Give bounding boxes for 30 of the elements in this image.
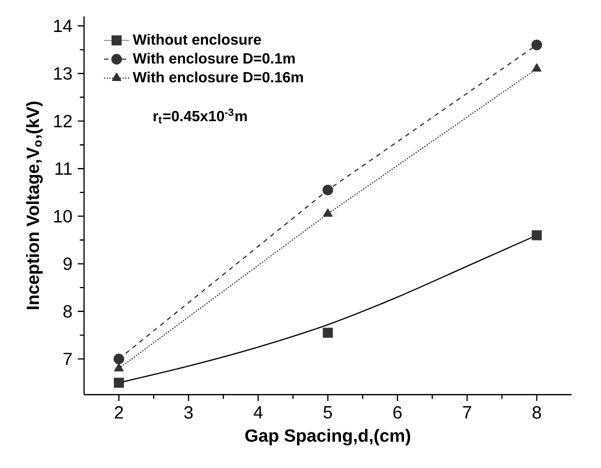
x-tick-label: 6 [393, 406, 402, 419]
y-tick-label: 13 [54, 67, 72, 80]
x-tick-label: 4 [254, 406, 263, 418]
y-tick-label: 9 [64, 257, 72, 270]
point [114, 354, 124, 364]
point [531, 40, 542, 50]
point [322, 328, 333, 338]
annotation: r$_{t}$=0.45x10$^{-3}$m [154, 108, 247, 124]
y-tick-label: 10 [54, 210, 72, 222]
x-tick-label: 7 [463, 406, 472, 418]
point [114, 378, 124, 388]
point [532, 63, 542, 72]
y-axis-title: Inception Voltage,V$_{o}$,(kV) [26, 102, 43, 309]
y-tick-label: 8 [63, 305, 72, 318]
point [114, 363, 124, 372]
point [532, 230, 542, 240]
point [323, 208, 333, 217]
legend-label: Without enclosure [132, 34, 261, 45]
y-tick-label: 11 [55, 162, 72, 175]
y-tick-label: 14 [54, 20, 72, 32]
x-tick-label: 8 [532, 406, 541, 419]
y-tick-label: 12 [54, 114, 72, 128]
legend-label: With enclosure D=0.16m [132, 71, 303, 82]
x-tick-label: 2 [114, 406, 123, 418]
x-axis-title: Gap Spacing,d,(cm) [245, 428, 410, 446]
y-tick-label: 7 [64, 352, 72, 365]
x-tick-label: 3 [184, 406, 193, 419]
legend-label: With enclosure D=0.1m [132, 52, 295, 64]
x-tick-label: 5 [324, 406, 332, 418]
point [322, 184, 334, 196]
